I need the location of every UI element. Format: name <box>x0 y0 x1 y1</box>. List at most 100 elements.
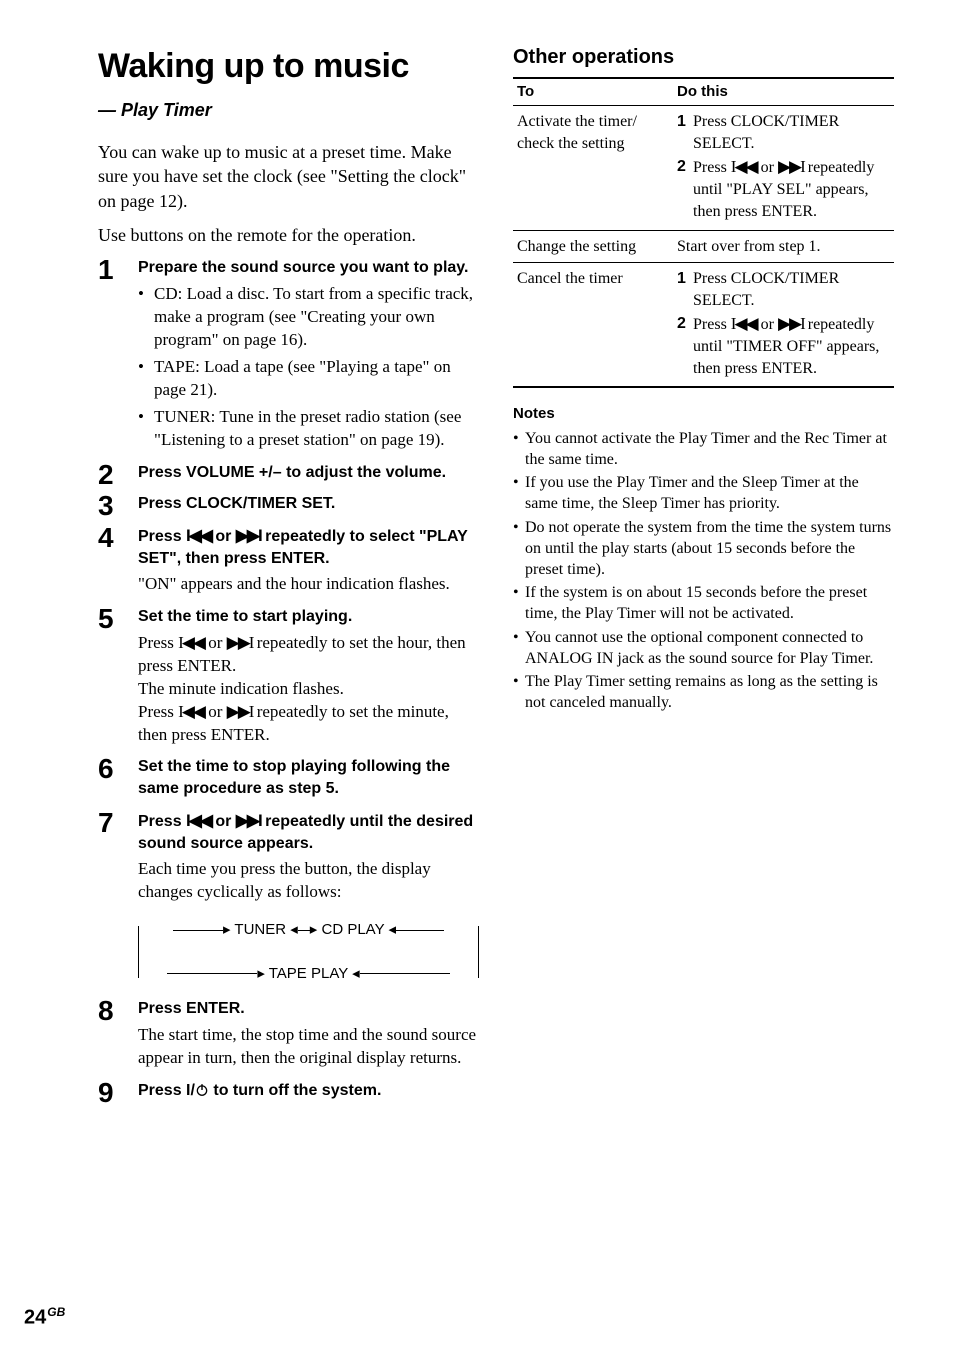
step-1: Prepare the sound source you want to pla… <box>98 257 479 451</box>
ops-cancel-do: 1Press CLOCK/TIMER SELECT. 2Press I◀◀ or… <box>673 263 894 388</box>
step-5: Set the time to start playing. Press I◀◀… <box>98 606 479 746</box>
step-4-head: Press I◀◀ or ▶▶I repeatedly to select "P… <box>138 525 479 570</box>
skip-next-icon: ▶▶I <box>227 632 253 655</box>
ops-change-to: Change the setting <box>513 230 673 263</box>
or-label: or <box>757 316 778 333</box>
notes-heading: Notes <box>513 404 894 424</box>
or-label: or <box>757 159 778 176</box>
do-num: 1 <box>677 111 693 154</box>
flow-tuner: TUNER <box>234 921 286 938</box>
step-4-body: "ON" appears and the hour indication fla… <box>138 573 479 596</box>
intro-p1: You can wake up to music at a preset tim… <box>98 140 479 213</box>
steps-list: Prepare the sound source you want to pla… <box>98 257 479 1101</box>
skip-prev-icon: I◀◀ <box>178 632 204 655</box>
subtitle: — Play Timer <box>98 98 479 122</box>
step-9: Press I/ to turn off the system. <box>98 1080 479 1102</box>
bullet-cd: CD: Load a disc. To start from a specifi… <box>138 283 479 352</box>
step-1-bullets: CD: Load a disc. To start from a specifi… <box>138 283 479 452</box>
do-text: Press I◀◀ or ▶▶I repeatedly until "TIMER… <box>693 313 890 379</box>
do-num: 2 <box>677 313 693 379</box>
step-5-b2: The minute indication flashes. <box>138 678 479 701</box>
step-9-post: to turn off the system. <box>209 1082 381 1099</box>
step-3: Press CLOCK/TIMER SET. <box>98 493 479 515</box>
arrow-right-icon: ▸ <box>223 920 231 940</box>
notes-list: You cannot activate the Play Timer and t… <box>513 429 894 714</box>
note-item: You cannot activate the Play Timer and t… <box>513 429 894 471</box>
s5b1-pre: Press <box>138 633 178 652</box>
power-prefix: I/ <box>186 1082 195 1099</box>
ops-cancel-to: Cancel the timer <box>513 263 673 388</box>
ops-activate-do: 1Press CLOCK/TIMER SELECT. 2Press I◀◀ or… <box>673 106 894 230</box>
ops-change-do: Start over from step 1. <box>673 230 894 263</box>
flow-top-row: ▸ TUNER ◂ ▸ CD PLAY ◂ <box>138 920 479 940</box>
do-text: Press CLOCK/TIMER SELECT. <box>693 111 890 154</box>
step-5-b3: Press I◀◀ or ▶▶I repeatedly to set the m… <box>138 701 479 747</box>
dt-pre: Press <box>693 159 731 176</box>
arrow-left-icon: ◂ <box>290 920 298 940</box>
table-row: Change the setting Start over from step … <box>513 230 894 263</box>
bullet-tuner: TUNER: Tune in the preset radio station … <box>138 406 479 452</box>
page-num-value: 24 <box>24 1307 46 1329</box>
note-item: You cannot use the optional component co… <box>513 628 894 670</box>
step-7-pre: Press <box>138 813 186 830</box>
do-num: 2 <box>677 156 693 222</box>
note-item: If the system is on about 15 seconds bef… <box>513 583 894 625</box>
dt-pre: Press <box>693 316 731 333</box>
step-8-body: The start time, the stop time and the so… <box>138 1024 479 1070</box>
step-9-pre: Press <box>138 1082 186 1099</box>
ops-activate-to: Activate the timer/ check the setting <box>513 106 673 230</box>
page-title: Waking up to music <box>98 44 479 90</box>
step-6-head: Set the time to stop playing following t… <box>138 756 479 799</box>
step-8: Press ENTER. The start time, the stop ti… <box>98 998 479 1069</box>
skip-next-icon: ▶▶I <box>227 701 253 724</box>
flow-seg <box>298 930 310 931</box>
do-text: Press CLOCK/TIMER SELECT. <box>693 268 890 311</box>
or-label: or <box>204 633 227 652</box>
flow-seg <box>173 930 223 931</box>
skip-prev-icon: I◀◀ <box>186 525 211 548</box>
ops-col-to: To <box>513 78 673 106</box>
skip-next-icon: ▶▶I <box>778 156 804 179</box>
power-icon <box>195 1083 209 1097</box>
arrow-left-icon: ◂ <box>352 964 360 984</box>
flow-seg <box>167 973 257 974</box>
step-2-head: Press VOLUME +/– to adjust the volume. <box>138 462 479 484</box>
skip-prev-icon: I◀◀ <box>186 810 211 833</box>
skip-prev-icon: I◀◀ <box>178 701 204 724</box>
intro-p2: Use buttons on the remote for the operat… <box>98 223 479 247</box>
step-3-head: Press CLOCK/TIMER SET. <box>138 493 479 515</box>
note-item: If you use the Play Timer and the Sleep … <box>513 473 894 515</box>
note-item: The Play Timer setting remains as long a… <box>513 672 894 714</box>
s5b3-pre: Press <box>138 702 178 721</box>
flow-bottom-row: ▸ TAPE PLAY ◂ <box>138 964 479 984</box>
flow-tapeplay: TAPE PLAY <box>269 965 348 982</box>
arrow-right-icon: ▸ <box>257 964 265 984</box>
arrow-left-icon: ◂ <box>388 920 396 940</box>
step-5-head: Set the time to start playing. <box>138 606 479 628</box>
ops-col-do: Do this <box>673 78 894 106</box>
page-number: 24GB <box>24 1304 65 1332</box>
arrow-right-icon: ▸ <box>310 920 318 940</box>
do-num: 1 <box>677 268 693 311</box>
step-7-head: Press I◀◀ or ▶▶I repeatedly until the de… <box>138 810 479 855</box>
skip-next-icon: ▶▶I <box>778 313 804 336</box>
note-item: Do not operate the system from the time … <box>513 518 894 580</box>
skip-prev-icon: I◀◀ <box>731 313 757 336</box>
or-label: or <box>204 702 227 721</box>
step-1-head: Prepare the sound source you want to pla… <box>138 257 479 279</box>
bullet-tape: TAPE: Load a tape (see "Playing a tape" … <box>138 356 479 402</box>
step-7: Press I◀◀ or ▶▶I repeatedly until the de… <box>98 810 479 988</box>
table-row: Activate the timer/ check the setting 1P… <box>513 106 894 230</box>
step-2: Press VOLUME +/– to adjust the volume. <box>98 462 479 484</box>
step-8-head: Press ENTER. <box>138 998 479 1020</box>
skip-next-icon: ▶▶I <box>236 525 261 548</box>
ops-table: To Do this Activate the timer/ check the… <box>513 77 894 388</box>
or-label: or <box>211 813 236 830</box>
page-region: GB <box>47 1305 65 1319</box>
flow-seg <box>396 930 444 931</box>
step-4-pre: Press <box>138 528 186 545</box>
or-label: or <box>211 528 236 545</box>
other-ops-heading: Other operations <box>513 44 894 71</box>
flow-cdplay: CD PLAY <box>322 921 385 938</box>
do-text: Press I◀◀ or ▶▶I repeatedly until "PLAY … <box>693 156 890 222</box>
